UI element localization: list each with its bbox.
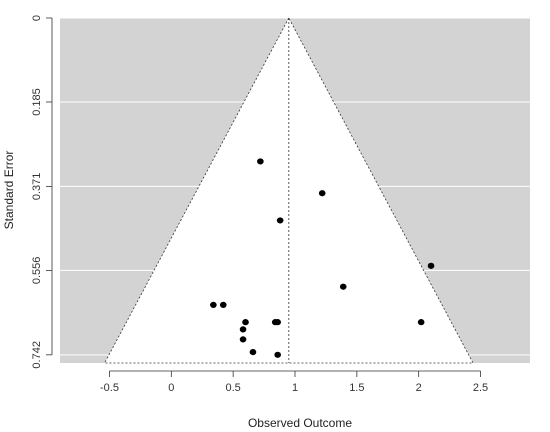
y-tick-label-3: 0.556 [31, 257, 43, 285]
data-point-10 [274, 319, 281, 326]
y-tick-label-2: 0.371 [31, 173, 43, 201]
data-point-8 [242, 319, 249, 326]
data-point-5 [339, 283, 347, 290]
data-point-2 [318, 190, 326, 197]
y-tick-label-4: 0.742 [31, 341, 43, 369]
data-point-15 [274, 351, 281, 358]
data-point-12 [239, 326, 247, 333]
y-tick-label-0: 0 [31, 15, 43, 21]
x-axis-title: Observed Outcome [248, 416, 352, 430]
y-tick-label-1: 0.185 [31, 88, 43, 116]
y-axis-ticks: 0 0.185 0.371 0.556 0.742 [31, 15, 52, 369]
x-tick-label-4: 1.5 [349, 382, 364, 394]
data-points [210, 158, 435, 358]
data-point-3 [276, 217, 284, 224]
y-axis-title: Standard Error [2, 151, 16, 230]
x-tick-label-6: 2.5 [473, 382, 488, 394]
x-tick-label-3: 1 [292, 382, 298, 394]
data-point-6 [210, 301, 217, 308]
data-point-13 [239, 336, 247, 343]
x-tick-label-2: 0.5 [226, 382, 241, 394]
x-tick-label-5: 2 [416, 382, 422, 394]
data-point-4 [427, 262, 435, 269]
x-axis-ticks: -0.5 0 0.5 1 1.5 2 2.5 [100, 371, 488, 394]
data-point-1 [257, 158, 264, 165]
data-point-14 [249, 349, 257, 356]
x-tick-label-1: 0 [168, 382, 174, 394]
data-point-11 [417, 319, 425, 326]
data-point-7 [219, 301, 227, 308]
x-tick-label-0: -0.5 [100, 382, 119, 394]
